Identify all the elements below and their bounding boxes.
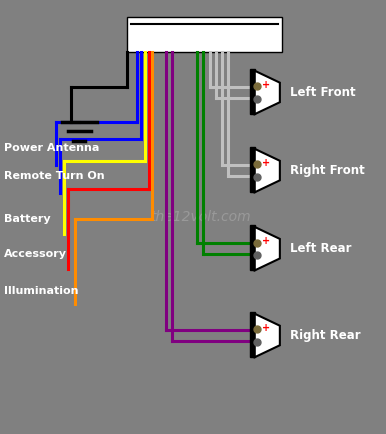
Text: Right Front: Right Front [290,164,364,177]
Text: +: + [262,323,271,333]
Bar [250,312,255,357]
Polygon shape [255,314,280,357]
Polygon shape [255,227,280,270]
Polygon shape [255,71,280,114]
Text: Power Antenna: Power Antenna [4,142,99,153]
Text: +: + [262,158,271,168]
Text: +: + [262,80,271,90]
Text: Left Front: Left Front [290,86,355,99]
Text: Right Rear: Right Rear [290,329,360,342]
Bar [250,225,255,270]
Bar [250,69,255,114]
Text: Left Rear: Left Rear [290,242,351,255]
Polygon shape [255,149,280,192]
Text: the12volt.com: the12volt.com [151,210,251,224]
Text: Remote Turn On: Remote Turn On [4,171,105,181]
Text: Illumination: Illumination [4,286,78,296]
Text: Accessory: Accessory [4,249,67,259]
Text: Battery: Battery [4,214,51,224]
Bar [127,17,282,52]
Text: +: + [262,236,271,247]
Bar [250,147,255,192]
